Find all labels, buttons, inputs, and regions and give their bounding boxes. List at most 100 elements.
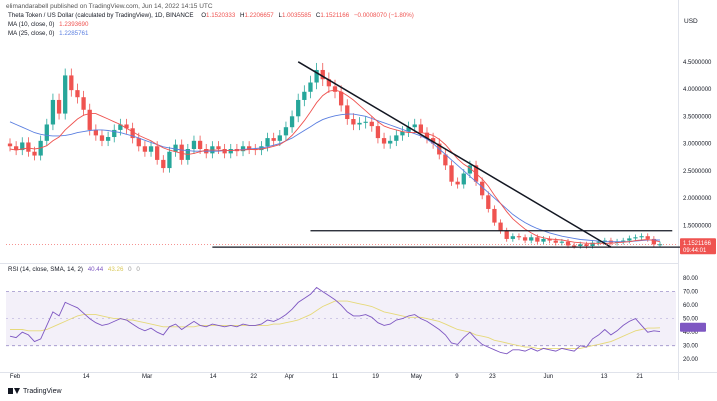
candle-body [633, 237, 638, 239]
candle-body [535, 237, 540, 242]
candle-body [547, 238, 552, 241]
candle-body [283, 127, 289, 136]
candle-body [430, 138, 436, 144]
candle-body [461, 173, 466, 185]
time-tick-label: 22 [250, 374, 257, 380]
candle-body [191, 140, 197, 149]
ma10-label: MA (10, close, 0) [8, 21, 55, 28]
open-value: 1.1520333 [206, 12, 236, 19]
candle-body [651, 238, 657, 245]
candle-body [32, 151, 37, 156]
candle-body [424, 132, 430, 139]
candle-body [614, 241, 620, 243]
countdown-value: 09:44:01 [683, 248, 707, 254]
rsi-tick-label: 60.00 [683, 303, 699, 309]
candle-body [529, 237, 534, 241]
candle-body [363, 121, 368, 123]
candle-body [105, 137, 111, 141]
candle-body [228, 149, 233, 154]
candle-body [87, 109, 92, 130]
rsi-tick-label: 30.00 [683, 344, 699, 350]
rsi-readout-0: 40.44 [87, 266, 104, 273]
candle-body [351, 119, 356, 125]
ma25-legend[interactable]: MA (25, close, 0) 1.2285761 [8, 30, 88, 37]
brand-name: TradingView [23, 387, 62, 395]
last-price-value: 1.1521166 [683, 241, 712, 247]
rsi-tick-label: 40.00 [683, 330, 699, 336]
candle-body [13, 146, 19, 151]
candle-body [63, 75, 68, 114]
ma10-line [9, 89, 661, 244]
time-tick-label: Mar [142, 374, 152, 380]
rsi-line [9, 286, 661, 355]
candle-body [510, 236, 515, 239]
candle-body [400, 131, 405, 136]
candle-body [357, 122, 362, 125]
time-tick-label: 14 [210, 374, 217, 380]
currency-label: USD [684, 18, 698, 25]
rsi-legend[interactable]: RSI (14, close, SMA, 14, 2) 40.44 43.26 … [8, 266, 140, 273]
ma10-legend[interactable]: MA (10, close, 0) 1.2393690 [8, 21, 88, 28]
candle-body [173, 144, 178, 152]
candle-body [584, 244, 589, 247]
time-tick-label: 21 [636, 374, 643, 380]
candle-body [406, 127, 411, 132]
time-tick-label: 14 [83, 374, 90, 380]
candle-body [480, 181, 485, 196]
price-axis-border [678, 0, 679, 380]
candle-body [265, 138, 270, 147]
change-value: −0.0008070 (−1.80%) [353, 12, 414, 19]
candle-body [572, 245, 577, 247]
price-tick-label: 2.5000000 [683, 169, 712, 175]
candle-body [271, 138, 276, 141]
candle-body [443, 154, 448, 166]
candle-body [136, 138, 141, 147]
candle-body [590, 242, 595, 247]
candle-body [44, 124, 49, 141]
publisher-note: elimandarabell published on TradingView.… [6, 3, 213, 10]
candle-body [326, 79, 332, 87]
price-tick-label: 4.5000000 [683, 60, 712, 66]
candle-body [130, 128, 135, 139]
rsi-readout-2: 0 [128, 266, 132, 273]
rsi-tick-label: 70.00 [683, 290, 699, 296]
candle-body [56, 99, 62, 114]
candle-body [332, 86, 338, 92]
candle-body [516, 236, 522, 238]
candle-body [455, 181, 460, 185]
candle-body [75, 90, 80, 98]
time-tick-label: 19 [372, 374, 379, 380]
price-tick-label: 4.0000000 [683, 87, 712, 93]
candle-body [161, 159, 166, 169]
candle-body [302, 91, 307, 100]
time-tick-label: May [411, 374, 422, 380]
candle-body [118, 124, 123, 130]
symbol-title: Theta Token / US Dollar (calculated by T… [8, 12, 194, 19]
time-tick-label: 23 [489, 374, 496, 380]
rsi-tick-label: 50.00 [683, 317, 699, 323]
candle-body [602, 240, 607, 242]
high-value: 1.2206657 [244, 12, 274, 19]
candle-body [541, 238, 546, 242]
candle-body [645, 236, 650, 239]
candle-body [112, 129, 117, 138]
candle-body [167, 151, 172, 169]
symbol-legend[interactable]: Theta Token / US Dollar (calculated by T… [8, 12, 414, 19]
low-label: L [278, 12, 282, 19]
price-tick-label: 3.5000000 [683, 114, 712, 120]
tradingview-footer[interactable]: TradingView [8, 387, 62, 395]
candle-body [93, 129, 98, 136]
candle-body [418, 124, 423, 133]
candle-body [247, 146, 252, 149]
rsi-title: RSI (14, close, SMA, 14, 2) [8, 266, 83, 273]
candle-body [124, 124, 129, 129]
candle-body [222, 149, 227, 154]
candle-body [240, 146, 246, 152]
candle-body [50, 99, 56, 125]
close-label: C [315, 12, 321, 19]
rsi-readout-3: 0 [136, 266, 140, 273]
candle-body [394, 135, 399, 141]
candle-body [99, 135, 105, 141]
candle-body [627, 238, 632, 241]
